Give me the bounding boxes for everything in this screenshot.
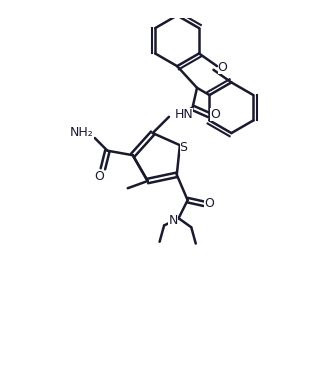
Text: N: N <box>169 213 178 226</box>
Text: O: O <box>94 169 104 182</box>
Text: O: O <box>204 197 214 210</box>
Text: O: O <box>210 108 220 121</box>
Text: HN: HN <box>175 108 193 121</box>
Text: O: O <box>218 61 227 74</box>
Text: S: S <box>180 141 187 154</box>
Text: NH₂: NH₂ <box>70 126 94 139</box>
